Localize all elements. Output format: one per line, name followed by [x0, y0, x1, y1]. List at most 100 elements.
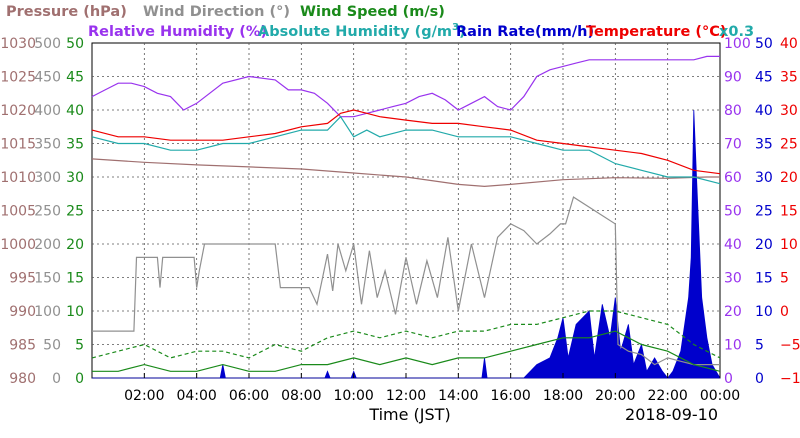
y-tick-label: 35	[780, 70, 798, 86]
series-line	[91, 158, 720, 188]
x-tick-label: 22:00	[647, 388, 687, 404]
y-tick-label: 50	[43, 338, 61, 354]
series-lines	[91, 55, 721, 372]
y-tick-label: 0	[724, 371, 733, 387]
rain-rate-area	[92, 109, 721, 379]
y-tick-label: 200	[34, 237, 61, 253]
y-tick-label: 25	[755, 204, 773, 220]
y-tick-label: 0	[755, 371, 764, 387]
grid	[92, 43, 720, 378]
legend-entry: Absolute Humidity (g/m3)	[258, 22, 466, 40]
y-tick-label: 1030	[0, 36, 36, 52]
legend-entry: Temperature (°C)	[586, 24, 727, 40]
legend-row-1: Pressure (hPa) Wind Direction (°) Wind Spe…	[6, 4, 445, 20]
x-tick-label: 18:00	[543, 388, 583, 404]
y-tick-label: 10	[66, 304, 84, 320]
y-tick-label: 20	[724, 304, 742, 320]
y-tick-label: 20	[755, 237, 773, 253]
y-tick-label: 10	[755, 304, 773, 320]
series-line	[91, 115, 721, 185]
x-tick-label: 06:00	[229, 388, 269, 404]
y-tick-label: 5	[780, 271, 789, 287]
y-tick-label: 20	[780, 170, 798, 186]
series-line	[92, 330, 721, 372]
y-tick-label: 35	[66, 137, 84, 153]
rain-rate-area-path	[92, 109, 721, 379]
y-tick-label: 150	[34, 271, 61, 287]
y-tick-label: 70	[724, 137, 742, 153]
left-axes: 1030102510201015101010051000995990985980…	[0, 36, 84, 387]
y-tick-label: −5	[780, 338, 800, 354]
x-tick-label: 20:00	[595, 388, 635, 404]
y-tick-label: 10	[724, 338, 742, 354]
y-tick-label: 100	[34, 304, 61, 320]
y-tick-label: 30	[724, 271, 742, 287]
y-tick-label: 30	[66, 170, 84, 186]
x-tick-label: 12:00	[386, 388, 426, 404]
y-tick-label: 250	[34, 204, 61, 220]
y-tick-label: 35	[755, 137, 773, 153]
legend-entry: x0.3	[719, 24, 754, 40]
legend-entry: Wind Direction (°)	[143, 4, 290, 20]
x-axis-label: Time (JST)	[368, 405, 450, 424]
y-tick-label: 0	[52, 371, 61, 387]
series-line	[91, 310, 721, 359]
y-tick-label: 50	[755, 36, 773, 52]
y-tick-label: 30	[780, 103, 798, 119]
y-tick-label: 350	[34, 137, 61, 153]
date-label: 2018-09-10	[625, 405, 718, 424]
legend-entry: Wind Speed (m/s)	[300, 4, 445, 20]
y-tick-label: 0	[780, 304, 789, 320]
y-tick-label: 1025	[0, 70, 36, 86]
y-tick-label: 1000	[0, 237, 36, 253]
y-tick-label: 1020	[0, 103, 36, 119]
y-tick-label: 90	[724, 70, 742, 86]
series-line	[91, 109, 721, 175]
y-tick-label: 25	[780, 137, 798, 153]
y-tick-label: 50	[66, 36, 84, 52]
legend-row-2: Relative Humidity (%)Absolute Humidity (…	[88, 22, 754, 40]
y-tick-label: 990	[9, 304, 36, 320]
y-tick-label: 80	[724, 103, 742, 119]
y-tick-label: 40	[724, 237, 742, 253]
y-tick-label: 45	[755, 70, 773, 86]
y-tick-label: 980	[9, 371, 36, 387]
y-tick-label: 60	[724, 170, 742, 186]
series-line	[91, 55, 720, 118]
right-axes: 1009080706050403020100504540353025201510…	[724, 36, 800, 387]
series-line	[92, 196, 720, 366]
legend-entry: Pressure (hPa)	[6, 4, 127, 20]
y-tick-label: 1005	[0, 204, 36, 220]
y-tick-label: 400	[34, 103, 61, 119]
y-tick-label: 5	[75, 338, 84, 354]
legend-entry: Relative Humidity (%)	[88, 24, 267, 40]
y-tick-label: 1015	[0, 137, 36, 153]
x-tick-label: 04:00	[176, 388, 216, 404]
y-tick-label: 500	[34, 36, 61, 52]
y-tick-label: 25	[66, 204, 84, 220]
y-tick-label: 20	[66, 237, 84, 253]
y-tick-label: 15	[66, 271, 84, 287]
y-tick-label: 45	[66, 70, 84, 86]
y-tick-label: 40	[755, 103, 773, 119]
x-tick-label: 08:00	[281, 388, 321, 404]
y-tick-label: 100	[724, 36, 751, 52]
y-tick-label: −10	[780, 371, 800, 387]
y-tick-label: 30	[755, 170, 773, 186]
y-tick-label: 995	[9, 271, 36, 287]
y-tick-label: 0	[75, 371, 84, 387]
x-tick-label: 02:00	[124, 388, 164, 404]
y-tick-label: 1010	[0, 170, 36, 186]
y-tick-label: 985	[9, 338, 36, 354]
y-tick-label: 40	[66, 103, 84, 119]
x-tick-label: 16:00	[490, 388, 530, 404]
y-tick-label: 40	[780, 36, 798, 52]
x-axis-ticks: 02:00 04:00 06:00 08:00 10:00 12:00 14:00 16:00…	[124, 373, 740, 404]
y-tick-label: 450	[34, 70, 61, 86]
legend-entry: Rain Rate(mm/h)	[456, 24, 594, 40]
y-tick-label: 15	[755, 271, 773, 287]
y-tick-label: 15	[780, 204, 798, 220]
x-tick-label: 10:00	[333, 388, 373, 404]
